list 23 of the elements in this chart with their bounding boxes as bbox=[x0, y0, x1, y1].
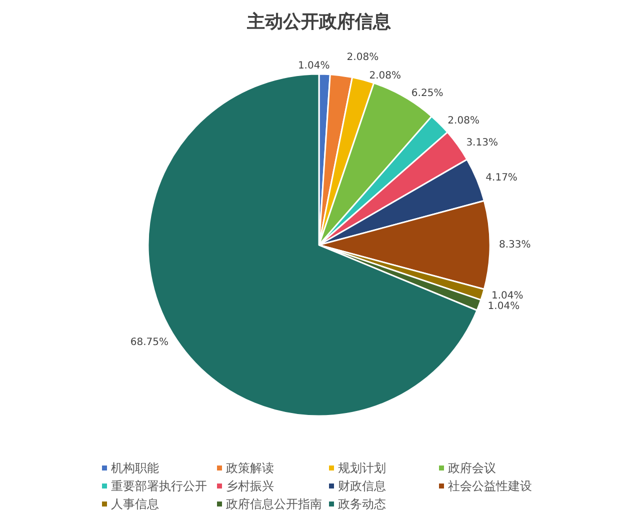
legend-label: 重要部署执行公开 bbox=[111, 479, 207, 493]
legend-label: 规划计划 bbox=[338, 461, 386, 475]
legend-label: 人事信息 bbox=[111, 497, 159, 511]
legend-label: 政府会议 bbox=[448, 461, 496, 475]
data-label: 2.08% bbox=[346, 52, 379, 63]
legend-label: 政府信息公开指南 bbox=[226, 497, 322, 511]
legend-label: 政策解读 bbox=[226, 461, 274, 475]
data-label: 8.33% bbox=[499, 239, 531, 250]
data-label: 2.08% bbox=[369, 70, 402, 82]
data-label: 1.04% bbox=[488, 301, 520, 312]
data-label: 4.17% bbox=[486, 172, 518, 184]
data-label: 68.75% bbox=[130, 336, 169, 348]
data-label: 1.04% bbox=[298, 60, 330, 72]
legend-label: 机构职能 bbox=[111, 461, 159, 475]
data-label: 1.04% bbox=[491, 290, 524, 302]
legend-label: 乡村振兴 bbox=[226, 479, 274, 493]
data-label: 3.13% bbox=[466, 138, 498, 148]
legend-label: 财政信息 bbox=[338, 479, 386, 493]
data-label: 2.08% bbox=[448, 116, 480, 127]
chart-title: 主动公开政府信息 bbox=[246, 12, 391, 32]
legend-label: 政务动态 bbox=[338, 497, 386, 511]
data-label: 6.25% bbox=[411, 88, 444, 99]
legend-label: 社会公益性建设 bbox=[448, 479, 532, 493]
